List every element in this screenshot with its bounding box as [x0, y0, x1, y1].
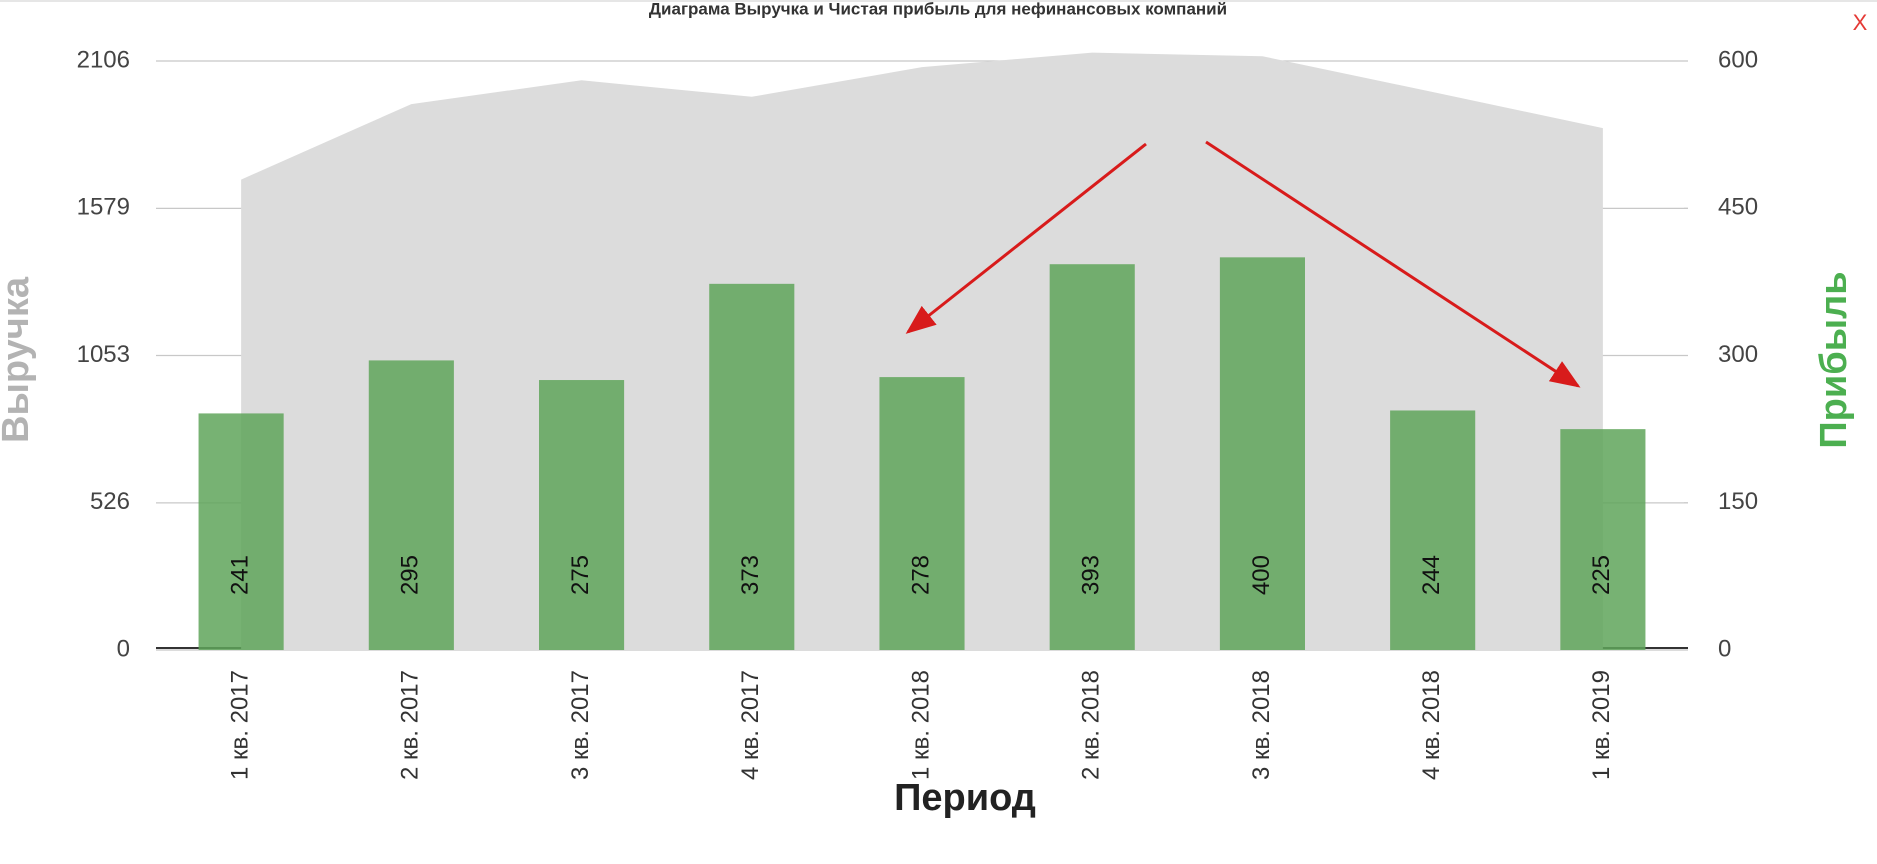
bar-value-label: 295: [397, 555, 424, 595]
y-tick-label: 526: [90, 488, 130, 515]
x-axis-title: Период: [894, 777, 1036, 819]
bar: [709, 283, 795, 650]
bar-value-label: 400: [1248, 555, 1275, 595]
x-tick-label: 1 кв. 2018: [907, 670, 934, 780]
bar: [879, 377, 965, 650]
bar-value-label: 225: [1588, 555, 1615, 595]
bar-value-label: 244: [1418, 555, 1445, 595]
y2-tick-label: 600: [1718, 46, 1758, 73]
annotation-arrows: [905, 140, 1581, 388]
x-tick-label: 1 кв. 2019: [1588, 670, 1615, 780]
y2-tick-label: 450: [1718, 194, 1758, 221]
y-tick-label: 2106: [77, 46, 130, 73]
arrow: [905, 142, 1147, 334]
y-axis-title: Выручка: [0, 276, 37, 443]
bar: [1390, 410, 1476, 650]
arrow: [1205, 140, 1581, 388]
y2-tick-label: 300: [1718, 341, 1758, 368]
bar-value-label: 278: [907, 555, 934, 595]
bar: [368, 360, 454, 650]
bar-value-label: 393: [1078, 555, 1105, 595]
x-tick-label: 4 кв. 2017: [737, 670, 764, 780]
x-tick-label: 2 кв. 2018: [1078, 670, 1105, 780]
y-tick-label: 1053: [77, 341, 130, 368]
x-tick-label: 4 кв. 2018: [1418, 670, 1445, 780]
x-tick-label: 2 кв. 2017: [397, 670, 424, 780]
x-tick-label: 1 кв. 2017: [226, 670, 253, 780]
bar-value-label: 241: [226, 555, 253, 595]
chart-title: Диаграма Выручка и Чистая прибыль для не…: [649, 0, 1227, 18]
close-button[interactable]: X: [1853, 10, 1868, 35]
label-layer: 0 526 1053 1579 2106 0 150 300 450 600 1 кв. 2017 2…: [0, 46, 1855, 780]
x-tick-label: 3 кв. 2017: [567, 670, 594, 780]
bar: [198, 413, 284, 650]
y2-tick-label: 150: [1718, 488, 1758, 515]
bar: [1560, 429, 1646, 650]
bar-value-label: 275: [567, 555, 594, 595]
y-tick-label: 0: [117, 635, 130, 662]
y2-axis-title: Прибыль: [1813, 271, 1855, 448]
bar: [1049, 264, 1135, 650]
y2-tick-label: 0: [1718, 635, 1731, 662]
y-tick-label: 1579: [77, 194, 130, 221]
bar: [539, 380, 625, 650]
bar-layer: [198, 257, 1646, 650]
x-tick-label: 3 кв. 2018: [1248, 670, 1275, 780]
bar-value-label: 373: [737, 555, 764, 595]
bar: [1219, 257, 1305, 650]
